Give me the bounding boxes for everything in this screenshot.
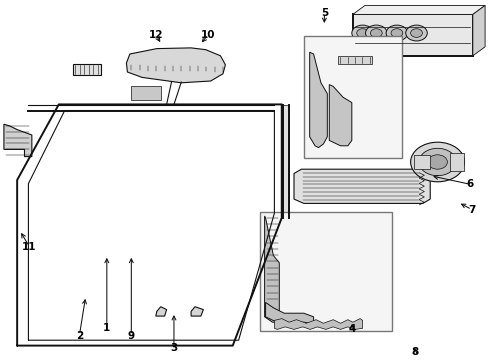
Polygon shape: [353, 5, 485, 14]
FancyBboxPatch shape: [131, 86, 161, 100]
Polygon shape: [294, 169, 430, 203]
FancyBboxPatch shape: [73, 64, 101, 75]
Polygon shape: [274, 319, 363, 329]
Text: 7: 7: [468, 204, 476, 215]
FancyBboxPatch shape: [260, 212, 392, 331]
Text: 8: 8: [412, 347, 418, 357]
Polygon shape: [329, 85, 352, 146]
Text: 6: 6: [467, 179, 474, 189]
Polygon shape: [191, 307, 203, 316]
Text: 4: 4: [348, 324, 356, 334]
Polygon shape: [473, 5, 485, 56]
Text: 5: 5: [321, 8, 328, 18]
Circle shape: [357, 29, 368, 37]
FancyBboxPatch shape: [353, 14, 473, 56]
FancyBboxPatch shape: [304, 36, 402, 158]
Text: 12: 12: [148, 30, 163, 40]
Polygon shape: [310, 52, 327, 148]
Text: 11: 11: [22, 242, 37, 252]
Polygon shape: [266, 302, 314, 326]
Circle shape: [419, 148, 456, 176]
Text: 9: 9: [128, 330, 135, 341]
Circle shape: [411, 142, 465, 182]
FancyBboxPatch shape: [338, 56, 372, 64]
Text: 3: 3: [171, 343, 177, 354]
Polygon shape: [283, 105, 289, 218]
Circle shape: [428, 155, 447, 169]
Polygon shape: [156, 307, 167, 316]
Polygon shape: [126, 48, 225, 83]
Circle shape: [406, 25, 427, 41]
Circle shape: [386, 25, 408, 41]
Text: 2: 2: [76, 330, 83, 341]
Circle shape: [366, 25, 387, 41]
Text: 1: 1: [103, 323, 110, 333]
FancyBboxPatch shape: [414, 155, 430, 169]
Circle shape: [370, 29, 382, 37]
Circle shape: [352, 25, 373, 41]
Text: 10: 10: [201, 30, 216, 40]
FancyBboxPatch shape: [450, 153, 464, 171]
Polygon shape: [265, 216, 279, 322]
Circle shape: [391, 29, 403, 37]
Circle shape: [411, 29, 422, 37]
Polygon shape: [4, 124, 32, 157]
